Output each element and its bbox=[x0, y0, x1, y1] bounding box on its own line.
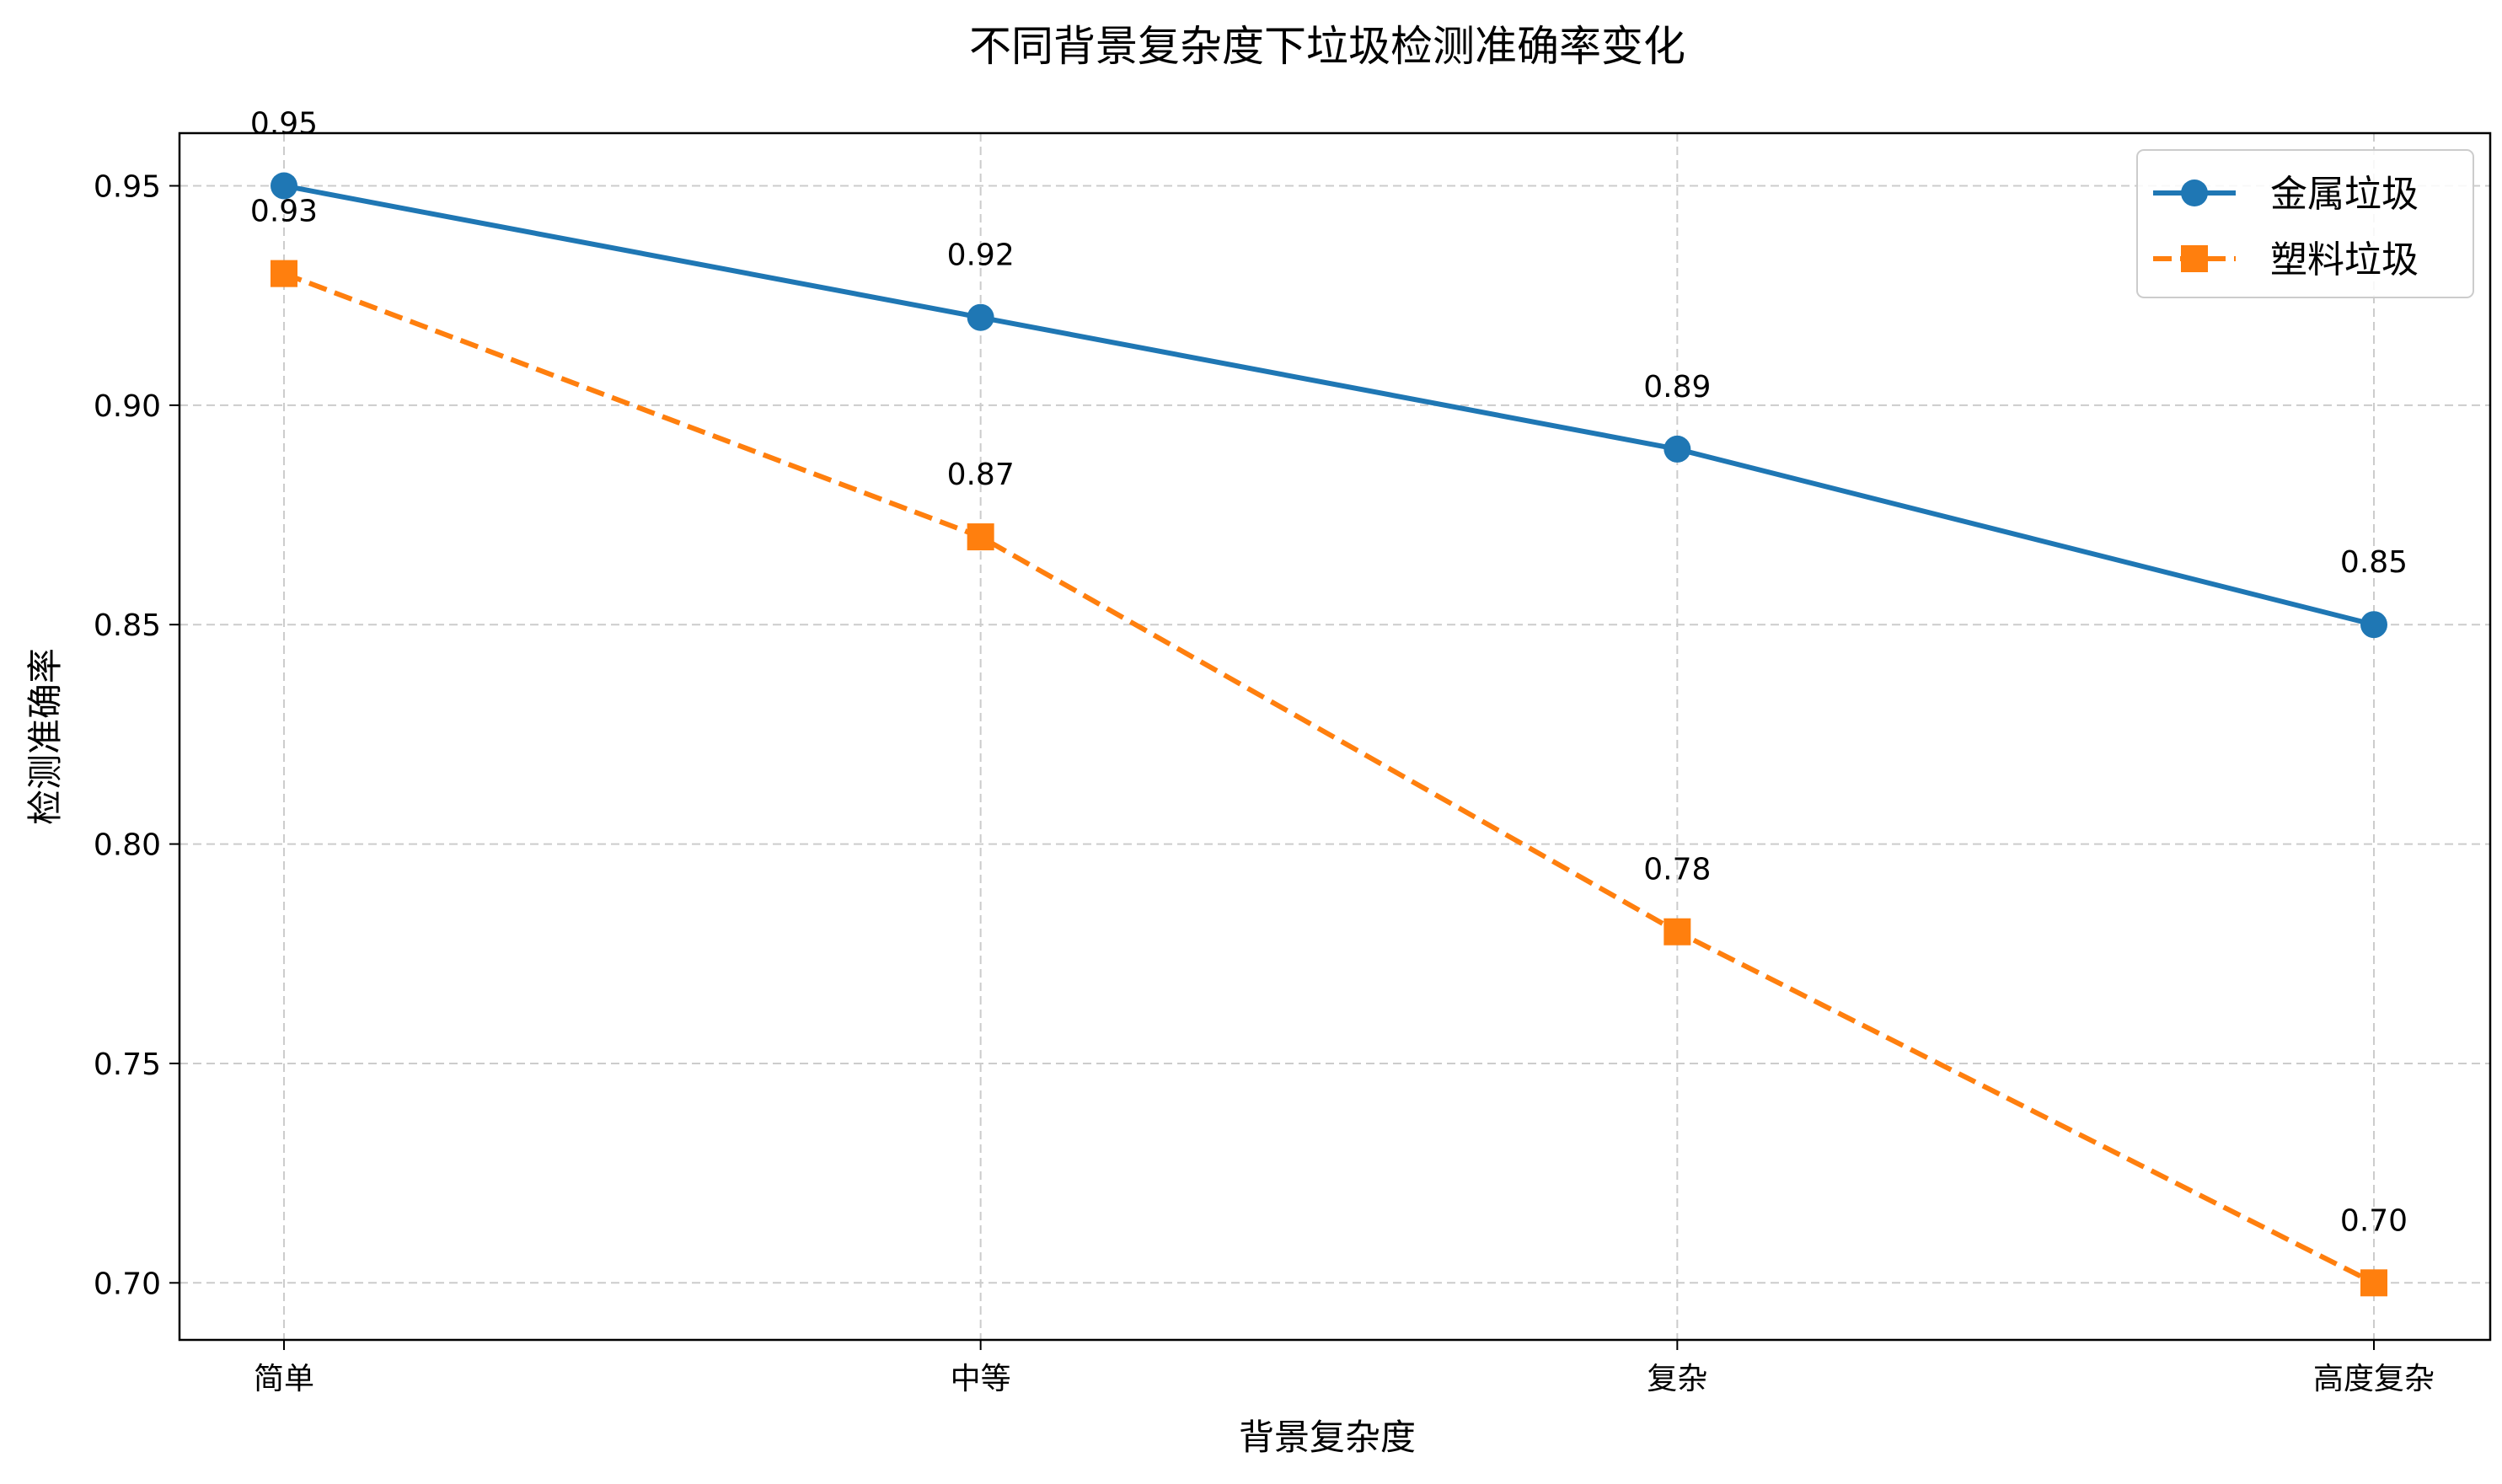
data-point-marker bbox=[271, 172, 297, 200]
legend-label: 金属垃圾 bbox=[2270, 173, 2419, 216]
x-tick-label: 高度复杂 bbox=[2313, 1362, 2435, 1396]
data-point-label: 0.85 bbox=[2340, 545, 2408, 580]
legend-marker bbox=[2181, 179, 2208, 206]
series-1: 0.95 0.92 0.89 0.85 bbox=[250, 106, 2408, 639]
data-point-marker bbox=[967, 303, 994, 331]
y-tick-label: 0.80 bbox=[94, 828, 161, 863]
y-axis-label: 检测准确率 bbox=[24, 648, 66, 825]
plot-area-frame bbox=[178, 131, 2492, 1342]
data-point-label: 0.78 bbox=[1643, 853, 1711, 887]
data-point-marker bbox=[2360, 1269, 2387, 1297]
data-point-marker bbox=[967, 523, 994, 551]
y-tick-label: 0.95 bbox=[94, 169, 161, 204]
series-line bbox=[282, 271, 2376, 1285]
series-2: 0.93 0.87 0.78 0.70 bbox=[250, 195, 2408, 1297]
data-point-label: 0.70 bbox=[2340, 1203, 2408, 1238]
data-point-marker bbox=[2360, 611, 2387, 639]
data-point-label: 0.92 bbox=[947, 238, 1015, 273]
data-point-label: 0.93 bbox=[250, 195, 318, 229]
data-point-label: 0.95 bbox=[250, 106, 318, 141]
legend-item: 塑料垃圾 bbox=[2153, 238, 2419, 281]
chart-title: 不同背景复杂度下垃圾检测准确率变化 bbox=[969, 22, 1685, 71]
x-axis-label: 背景复杂度 bbox=[1239, 1417, 1416, 1458]
legend-label: 塑料垃圾 bbox=[2270, 238, 2419, 281]
y-tick-label: 0.85 bbox=[94, 608, 161, 643]
x-tick-label: 中等 bbox=[951, 1362, 1011, 1396]
data-point-label: 0.87 bbox=[947, 458, 1015, 492]
y-tick-label: 0.70 bbox=[94, 1267, 161, 1301]
series-layer: 0.95 0.92 0.89 0.85 0.93 0.87 0.78 0.70 bbox=[250, 106, 2408, 1297]
x-tick-label: 复杂 bbox=[1647, 1362, 1707, 1396]
legend-item: 金属垃圾 bbox=[2153, 173, 2419, 216]
legend-marker bbox=[2181, 245, 2208, 272]
data-point-label: 0.89 bbox=[1643, 370, 1711, 404]
data-point-marker bbox=[1664, 435, 1691, 463]
data-point-marker bbox=[271, 260, 297, 287]
y-tick-label: 0.75 bbox=[94, 1047, 161, 1082]
grid-layer bbox=[179, 133, 2490, 1340]
series-line bbox=[283, 183, 2375, 628]
x-tick-label: 简单 bbox=[254, 1362, 314, 1396]
tick-layer: 简单 中等 复杂 高度复杂 0.70 0.75 0.80 0.85 0.90 0.95 bbox=[94, 169, 2435, 1396]
data-point-marker bbox=[1664, 918, 1691, 946]
y-tick-label: 0.90 bbox=[94, 389, 161, 424]
